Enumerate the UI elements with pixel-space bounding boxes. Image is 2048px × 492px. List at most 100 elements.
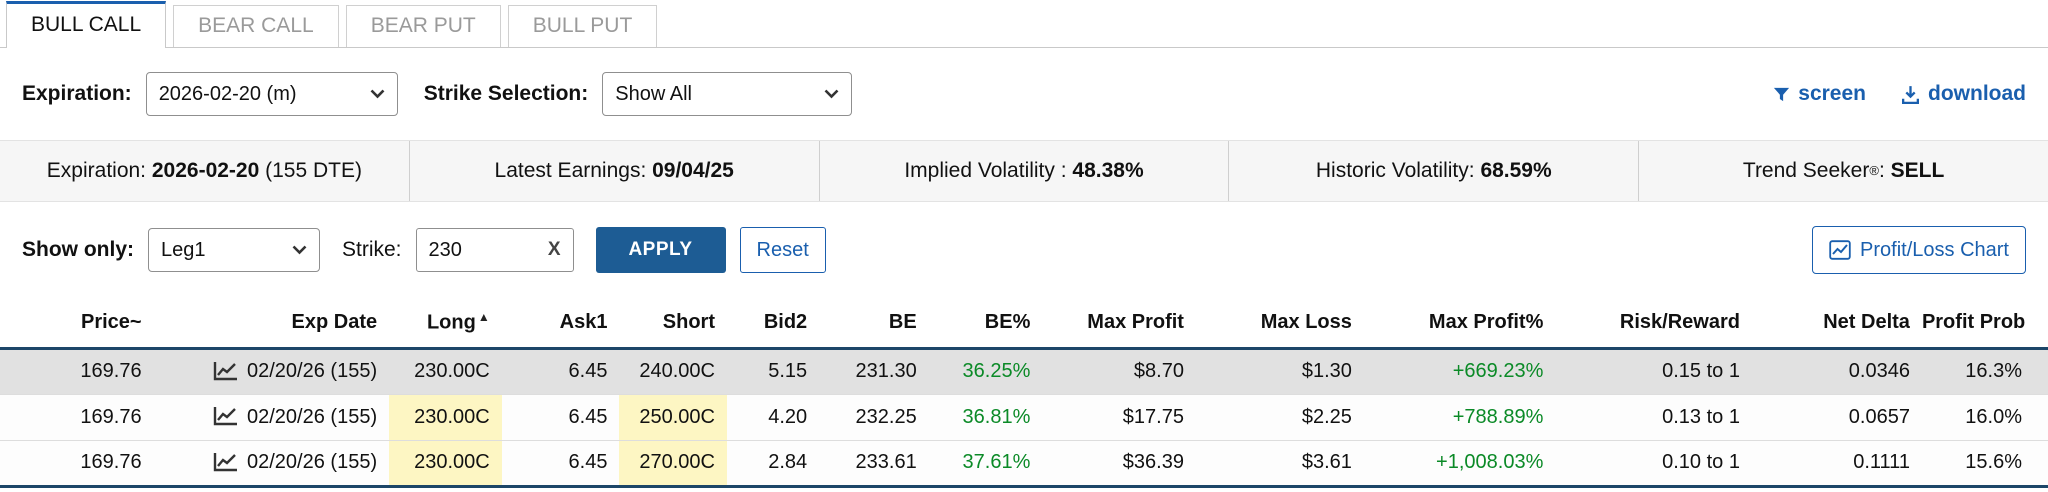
chevron-down-icon [292,245,307,255]
filter-row: Show only: Leg1 Strike: 230 X APPLY Rese… [0,202,2048,298]
cell-be_pct: 36.81% [928,394,1043,441]
column-header-be[interactable]: BE [819,298,929,350]
cell-max_profit_pct: +788.89% [1363,394,1556,441]
cell-be: 232.25 [819,394,929,441]
cell-long: 230.00C [389,394,502,441]
table-header-row: Price~ Exp Date Long ▲ Ask1 Short Bid2 BE BE% Max… [0,298,2048,350]
cell-short: 240.00C [619,348,727,395]
reset-button[interactable]: Reset [739,227,826,273]
option-spread-row[interactable]: 169.76 02/20/26 (155) 230.00C 6.45 250.00C 4… [0,394,2048,441]
cell-be: 233.61 [819,440,929,488]
column-header-long[interactable]: Long ▲ [389,298,502,350]
column-header-max_loss[interactable]: Max Loss [1195,298,1364,350]
cell-exp_date: 02/20/26 (155) [153,348,390,395]
cell-net_delta: 0.0346 [1751,348,1922,395]
column-header-bid2[interactable]: Bid2 [727,298,820,350]
column-header-profit_prob[interactable]: Profit Prob [1921,298,2048,350]
chevron-down-icon [370,89,385,99]
toolbar: Expiration: 2026-02-20 (m) Strike Select… [0,48,2048,140]
info-latest-earnings: Latest Earnings: 09/04/25 [410,141,820,201]
info-text: Historic Volatility: [1315,159,1481,182]
cell-risk_reward: 0.13 to 1 [1555,394,1752,441]
tab-bear-put[interactable]: BEAR PUT [345,5,501,47]
spread-tabs: BULL CALL BEAR CALL BEAR PUT BULL PUT [0,0,2048,48]
cell-max_loss: $3.61 [1195,440,1364,488]
column-header-max_profit[interactable]: Max Profit [1042,298,1196,350]
tab-bear-call[interactable]: BEAR CALL [173,5,339,47]
cell-ask1: 6.45 [501,440,620,488]
exp-date-text: 02/20/26 (155) [247,360,378,382]
cell-max_profit: $8.70 [1042,348,1196,395]
info-value: 09/04/25 [652,159,734,182]
cell-profit_prob: 16.3% [1921,348,2048,395]
info-text: : [1878,159,1891,182]
info-value: 68.59% [1480,159,1552,182]
column-header-ask1[interactable]: Ask1 [501,298,620,350]
column-header-max_profit_pct[interactable]: Max Profit% [1363,298,1556,350]
cell-max_profit_pct: +669.23% [1363,348,1556,395]
cell-bid2: 2.84 [727,440,820,488]
cell-price: 169.76 [0,348,154,395]
cell-exp_date: 02/20/26 (155) [153,394,390,441]
cell-ask1: 6.45 [501,394,620,441]
info-value: 48.38% [1072,159,1144,182]
line-chart-icon [1829,240,1851,260]
column-header-be_pct[interactable]: BE% [928,298,1043,350]
cell-bid2: 5.15 [727,348,820,395]
expiration-select-value: 2026-02-20 (m) [158,82,297,105]
column-header-exp_date[interactable]: Exp Date [153,298,390,350]
toolbar-actions: screen download [1772,82,2026,106]
strike-input-value: 230 [428,238,462,261]
strike-selection-select-value: Show All [615,82,692,105]
cell-long: 230.00C [389,440,502,488]
strike-selection-select[interactable]: Show All [602,72,853,116]
cell-max_profit_pct: +1,008.03% [1363,440,1556,488]
expiration-label: Expiration: [22,82,132,105]
results-table: Price~ Exp Date Long ▲ Ask1 Short Bid2 BE BE% Max… [0,298,2048,488]
tab-bull-call[interactable]: BULL CALL [6,1,167,48]
cell-short: 250.00C [619,394,727,441]
cell-risk_reward: 0.10 to 1 [1555,440,1752,488]
cell-be_pct: 37.61% [928,440,1043,488]
tab-bull-put[interactable]: BULL PUT [507,5,658,47]
cell-max_loss: $1.30 [1195,348,1364,395]
info-text: Trend Seeker [1742,159,1870,182]
cell-short: 270.00C [619,440,727,488]
download-link[interactable]: download [1900,82,2026,106]
price-chart-icon[interactable] [213,406,238,426]
strike-input[interactable]: 230 X [415,228,574,272]
profit-loss-chart-button[interactable]: Profit/Loss Chart [1812,226,2026,274]
info-text: (155 DTE) [259,159,362,182]
column-header-short[interactable]: Short [619,298,727,350]
exp-date-text: 02/20/26 (155) [247,451,378,473]
cell-ask1: 6.45 [501,348,620,395]
expiration-select[interactable]: 2026-02-20 (m) [145,72,398,116]
cell-be_pct: 36.25% [928,348,1043,395]
price-chart-icon[interactable] [213,452,238,472]
column-header-risk_reward[interactable]: Risk/Reward [1555,298,1752,350]
profit-loss-chart-label: Profit/Loss Chart [1860,238,2009,261]
info-value: 2026-02-20 [151,159,260,182]
strike-selection-label: Strike Selection: [423,82,589,105]
screen-link-label: screen [1798,82,1866,105]
column-header-price[interactable]: Price~ [0,298,154,350]
show-only-label: Show only: [22,238,134,261]
exp-date-text: 02/20/26 (155) [247,405,378,428]
option-spread-row[interactable]: 169.76 02/20/26 (155) 230.00C 6.45 270.00C 2… [0,440,2048,488]
cell-max_loss: $2.25 [1195,394,1364,441]
cell-long: 230.00C [389,348,502,395]
chevron-down-icon [824,89,839,99]
column-header-net_delta[interactable]: Net Delta [1751,298,1922,350]
cell-net_delta: 0.1111 [1751,440,1922,488]
show-only-select[interactable]: Leg1 [148,228,320,272]
info-historic-volatility: Historic Volatility: 68.59% [1229,141,1640,201]
cell-be: 231.30 [819,348,929,395]
clear-strike-button[interactable]: X [547,239,561,260]
apply-button[interactable]: APPLY [595,227,726,273]
price-chart-icon[interactable] [213,361,238,381]
info-text: Expiration: [46,159,152,182]
screen-link[interactable]: screen [1772,82,1866,106]
option-spread-row[interactable]: 169.76 02/20/26 (155) 230.00C 6.45 240.00C 5… [0,348,2048,395]
info-expiration: Expiration: 2026-02-20 (155 DTE) [0,141,410,201]
info-text: Implied Volatility : [904,159,1073,182]
